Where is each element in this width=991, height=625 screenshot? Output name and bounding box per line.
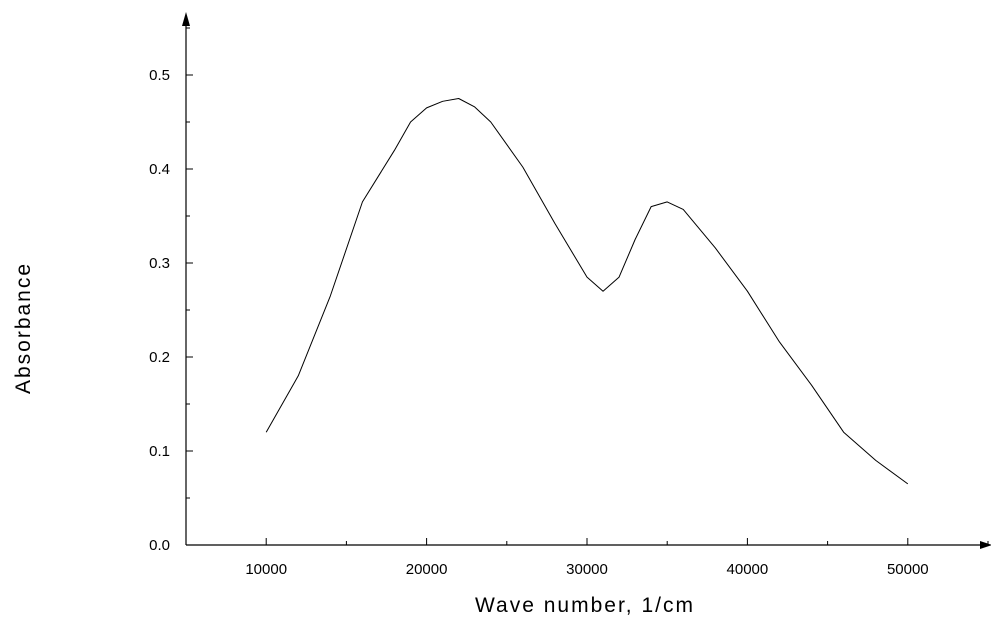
x-axis-arrow-icon (980, 541, 991, 549)
y-tick-label: 0.1 (149, 443, 170, 460)
x-axis-ticks: 10000 20000 30000 40000 50000 (185, 538, 989, 578)
x-tick-label: 40000 (727, 561, 769, 578)
y-tick-label: 0.4 (149, 161, 170, 178)
x-axis-label: Wave number, 1/cm (475, 594, 695, 617)
y-axis-label: Absorbance (12, 262, 35, 394)
y-tick-label: 0.5 (149, 67, 170, 84)
y-axis-ticks: 0.0 0.1 0.2 0.3 0.4 0.5 (149, 27, 193, 554)
absorbance-series-line (265, 98, 909, 485)
axes (182, 12, 991, 549)
y-tick-label: 0.2 (149, 349, 170, 366)
x-tick-label: 10000 (245, 561, 287, 578)
y-axis-arrow-icon (182, 12, 190, 26)
y-tick-label: 0.0 (149, 537, 170, 554)
x-tick-label: 50000 (887, 561, 929, 578)
series-group (265, 98, 909, 485)
x-tick-label: 20000 (406, 561, 448, 578)
x-tick-label: 30000 (566, 561, 608, 578)
y-tick-label: 0.3 (149, 255, 170, 272)
